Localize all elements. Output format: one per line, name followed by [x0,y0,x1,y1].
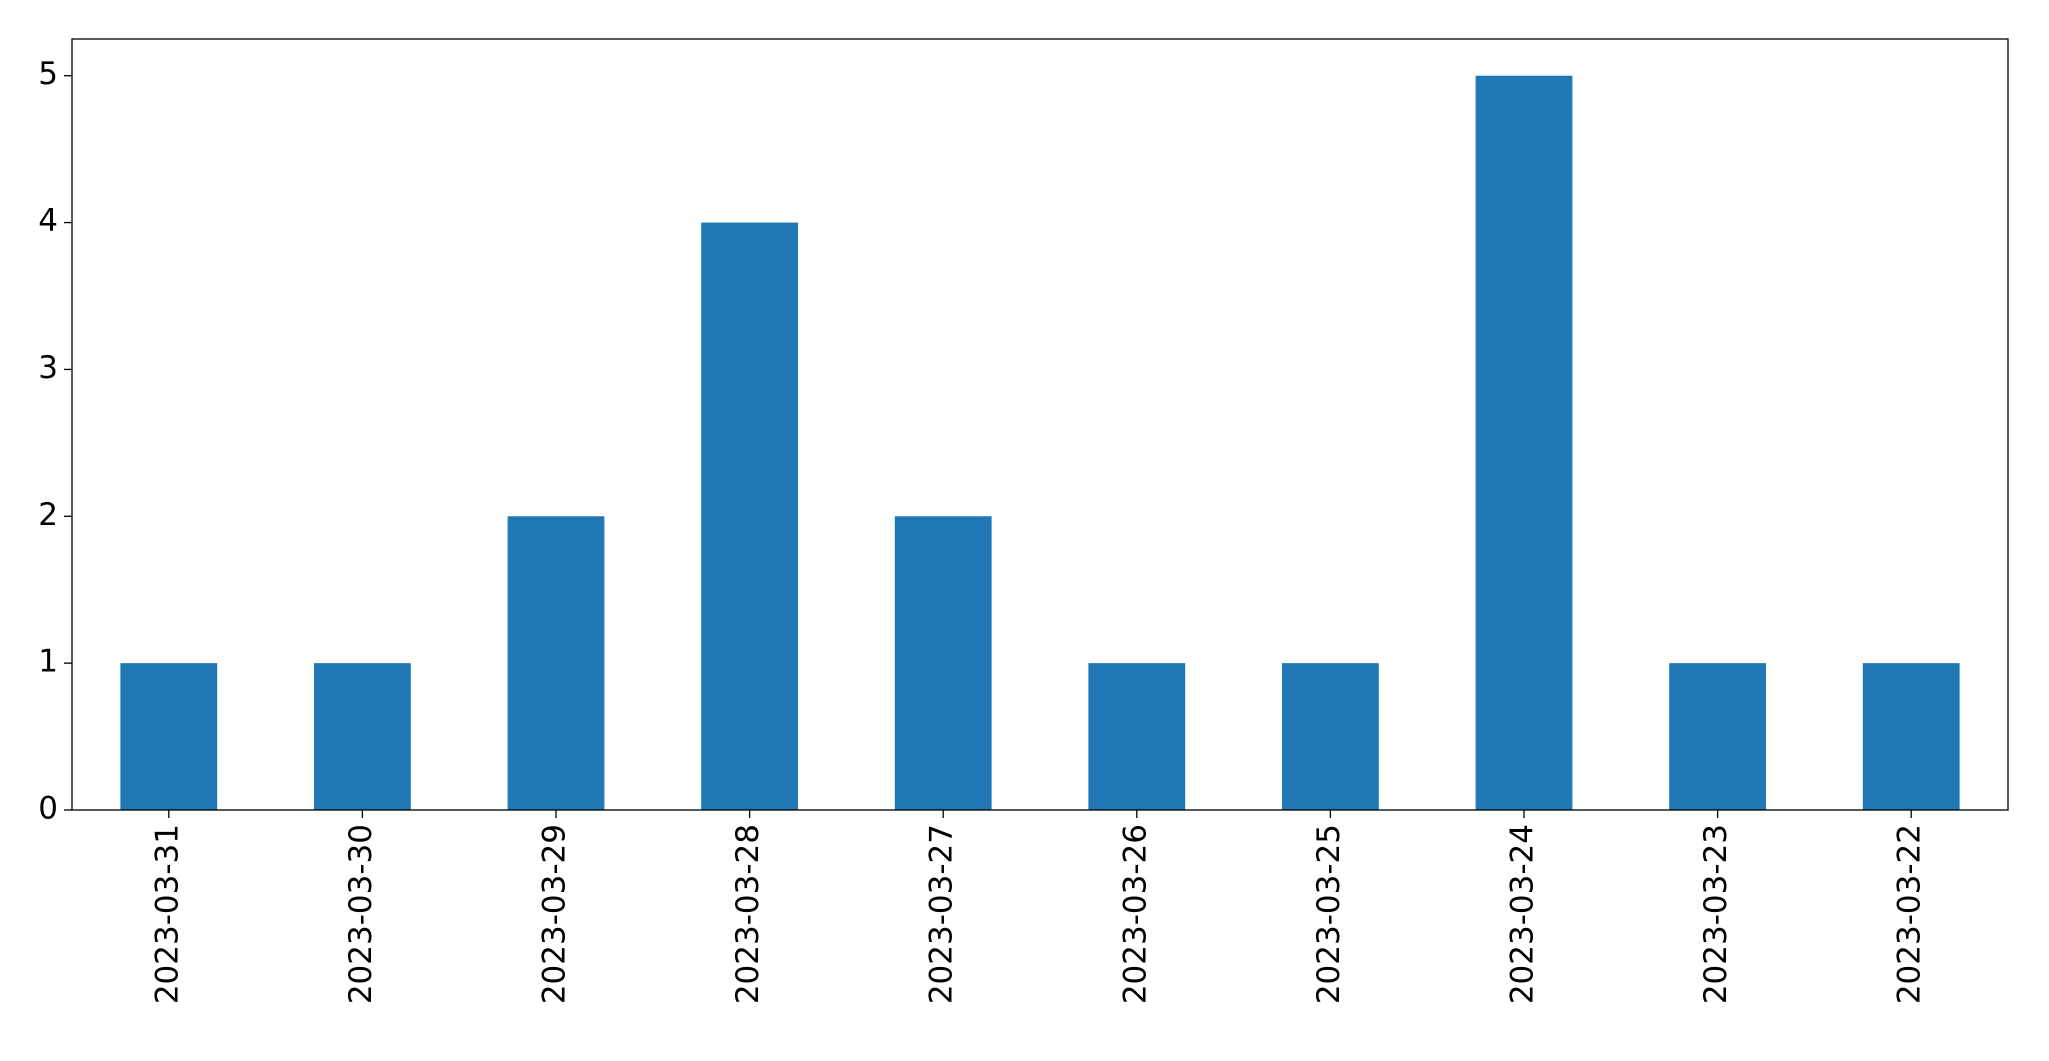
x-tick-label: 2023-03-22 [1892,824,1928,1004]
y-tick-label: 0 [38,791,58,827]
x-tick-label: 2023-03-27 [924,824,960,1004]
bar [1862,663,1960,810]
x-tick-label: 2023-03-31 [149,824,185,1004]
bar [894,516,992,810]
x-tick-label: 2023-03-26 [1117,824,1153,1004]
x-tick-label: 2023-03-25 [1311,824,1347,1004]
x-tick-label: 2023-03-28 [730,824,766,1004]
y-tick-label: 3 [38,350,58,386]
x-tick-label: 2023-03-30 [343,824,379,1004]
x-tick-label: 2023-03-23 [1698,824,1734,1004]
x-tick-label: 2023-03-29 [537,824,573,1004]
bar [1475,75,1573,810]
plot-frame [71,38,2009,811]
y-tick-label: 4 [38,203,58,239]
bar [1088,663,1186,810]
x-tick-label: 2023-03-24 [1505,824,1541,1004]
y-tick-label: 5 [38,56,58,92]
bar [1282,663,1379,810]
bar [1669,663,1766,810]
bar [701,222,798,811]
bar [314,663,411,810]
bar [507,516,605,810]
bar [120,663,218,810]
y-tick-label: 2 [38,497,58,533]
y-tick-label: 1 [38,644,58,680]
